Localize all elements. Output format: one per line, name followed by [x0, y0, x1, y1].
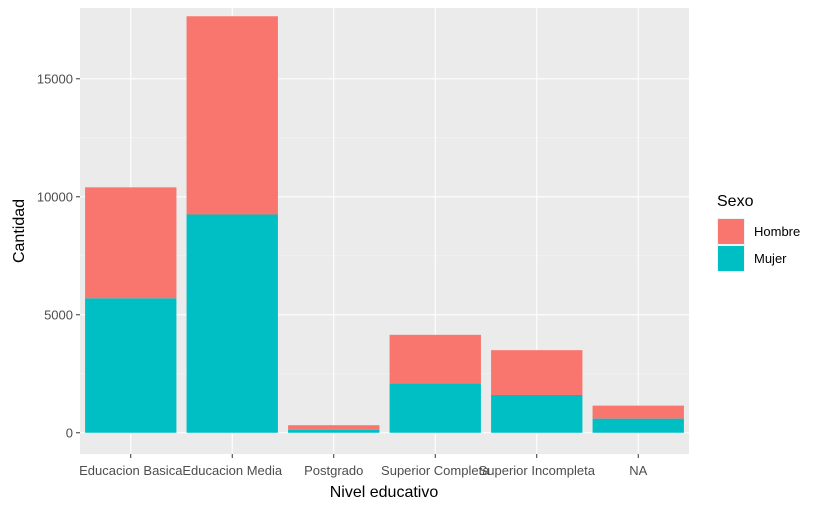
x-tick-label: Postgrado — [304, 463, 363, 478]
legend-title: Sexo — [717, 193, 754, 210]
bar-mujer — [389, 383, 481, 433]
legend-label: Hombre — [754, 224, 800, 239]
x-axis: Educacion Basica Educacion Media Postgrado… — [79, 454, 648, 478]
bar-mujer — [85, 298, 177, 433]
legend: Sexo Hombre Mujer — [717, 193, 800, 272]
y-tick-label: 10000 — [37, 189, 73, 204]
legend-key-hombre — [718, 219, 744, 244]
bar-hombre — [85, 187, 177, 299]
x-tick-label: Superior Incompleta — [479, 463, 596, 478]
y-tick-label: 0 — [66, 425, 73, 440]
bars — [85, 16, 684, 433]
bar-hombre — [491, 350, 583, 396]
bar-hombre — [389, 334, 481, 384]
bar-hombre — [288, 425, 380, 430]
x-tick-label: NA — [629, 463, 647, 478]
legend-key-mujer — [718, 246, 744, 271]
legend-label: Mujer — [754, 251, 787, 266]
y-axis: 0 5000 10000 15000 — [37, 71, 80, 440]
bar-mujer — [592, 418, 684, 433]
x-tick-label: Superior Completa — [381, 463, 490, 478]
x-tick-label: Educacion Basica — [79, 463, 183, 478]
bar-mujer — [186, 214, 278, 433]
bar-mujer — [491, 395, 583, 433]
y-axis-title: Cantidad — [11, 199, 28, 263]
y-tick-label: 5000 — [44, 307, 73, 322]
x-tick-label: Educacion Media — [182, 463, 282, 478]
y-tick-label: 15000 — [37, 71, 73, 86]
bar-mujer — [288, 429, 380, 433]
bar-hombre — [592, 405, 684, 419]
bar-hombre — [186, 16, 278, 215]
panel-background — [80, 8, 689, 454]
x-axis-title: Nivel educativo — [330, 484, 439, 501]
